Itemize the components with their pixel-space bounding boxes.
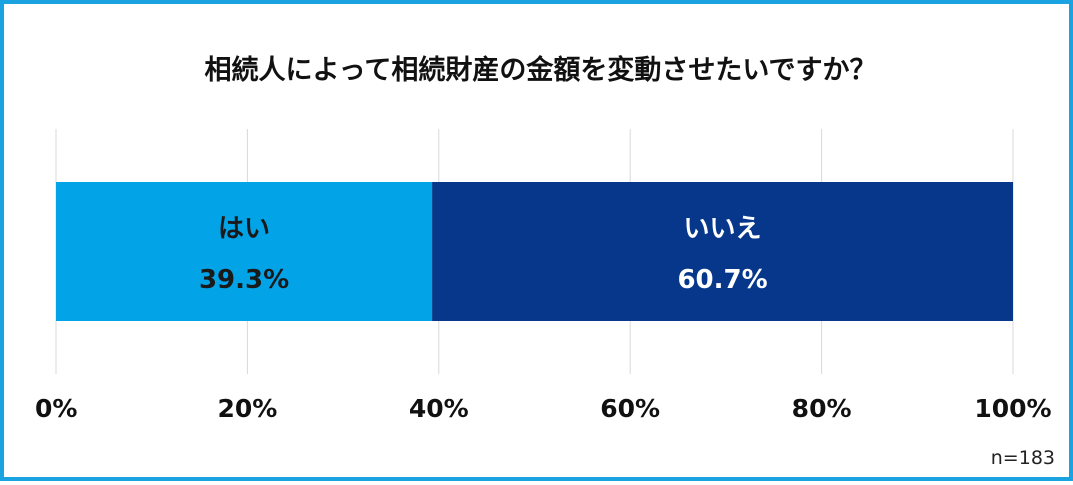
x-tick-label-100: 100% [974, 394, 1051, 423]
category-label-1: いいえ [684, 214, 762, 244]
stacked-bar-chart: はい 39.3% いいえ 60.7% 0% 20% 40% 60% 80% 100% [35, 129, 1052, 423]
bar-segment-1 [432, 182, 1013, 321]
bar-segment-0 [56, 182, 433, 321]
sample-size-note: n=183 [990, 447, 1055, 469]
x-tick-label-0: 0% [35, 394, 77, 423]
x-tick-label-40: 40% [409, 394, 469, 423]
chart-title: 相続人によって相続財産の金額を変動させたいですか？ [204, 55, 877, 86]
value-label-0: 39.3% [199, 265, 289, 295]
value-label-1: 60.7% [677, 265, 767, 295]
x-tick-label-60: 60% [600, 394, 660, 423]
x-tick-label-80: 80% [792, 394, 852, 423]
category-label-0: はい [218, 214, 270, 244]
x-tick-label-20: 20% [217, 394, 277, 423]
